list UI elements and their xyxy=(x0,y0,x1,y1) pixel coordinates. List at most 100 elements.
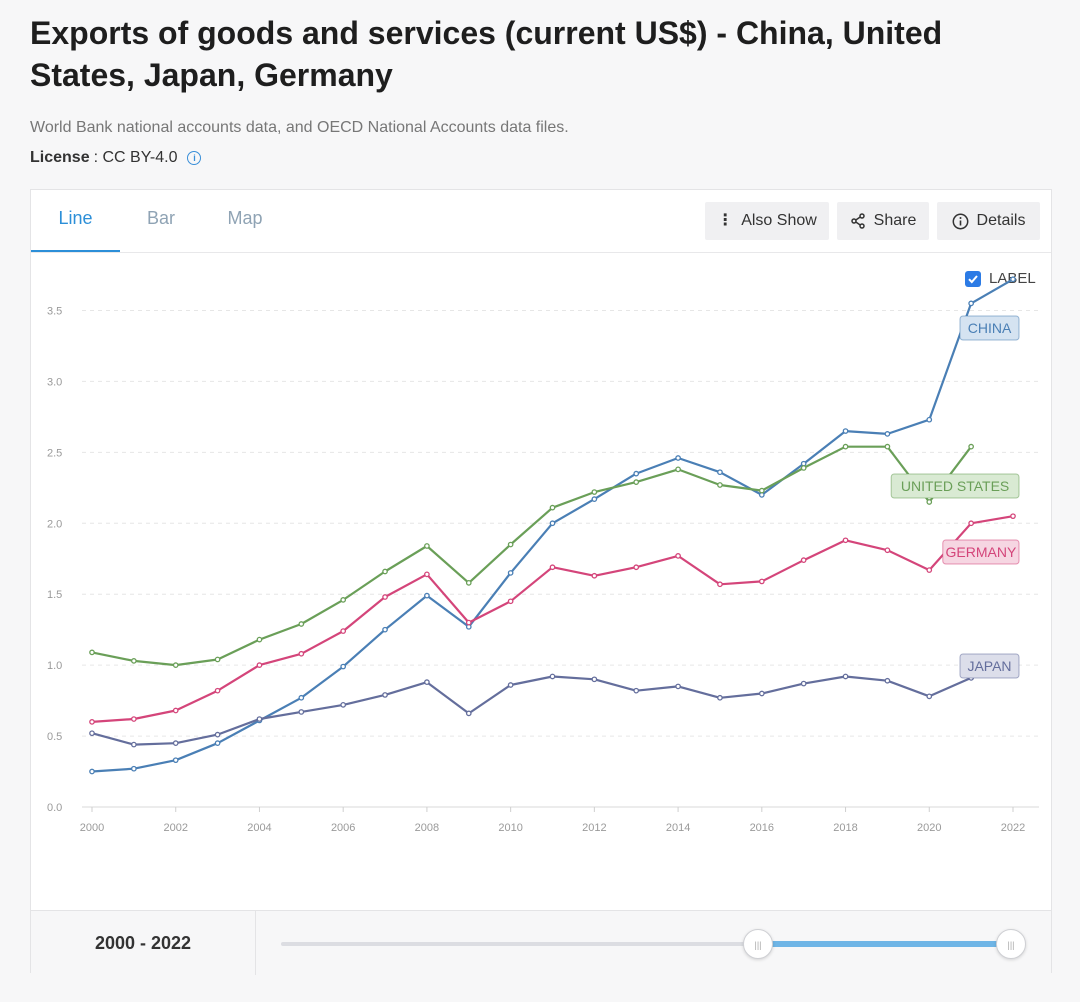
data-point-germany xyxy=(926,567,933,573)
data-point-germany xyxy=(549,564,556,571)
data-point-united-states xyxy=(758,487,765,494)
data-point-japan xyxy=(884,677,891,684)
data-point-japan xyxy=(591,676,598,683)
data-point-china xyxy=(131,765,137,772)
range-track[interactable] xyxy=(281,942,761,946)
data-point-united-states xyxy=(382,568,388,575)
more-vertical-icon: ⋮ xyxy=(717,212,734,229)
y-tick-label: 1.0 xyxy=(47,660,62,672)
series-label-box-germany xyxy=(942,539,1020,565)
data-point-germany xyxy=(256,662,263,668)
chart-card: Line Bar Map ⋮ Also Show Share Details xyxy=(30,189,1052,975)
data-point-united-states xyxy=(717,482,723,488)
tab-map[interactable]: Map xyxy=(227,208,263,228)
data-point-china xyxy=(968,300,974,307)
data-point-china xyxy=(424,592,430,599)
data-point-united-states xyxy=(926,499,933,505)
data-point-germany xyxy=(382,594,388,600)
data-point-germany xyxy=(591,572,598,579)
data-point-united-states xyxy=(507,541,514,548)
data-point-united-states xyxy=(214,656,221,663)
data-point-united-states xyxy=(633,479,640,485)
data-point-germany xyxy=(89,719,95,725)
data-point-china xyxy=(926,416,933,423)
series-line-japan xyxy=(91,675,972,746)
data-point-united-states xyxy=(884,443,891,450)
series-label-japan: JAPAN xyxy=(967,658,1011,674)
details-button[interactable]: Details xyxy=(937,202,1040,240)
x-tick-label: 2018 xyxy=(833,822,857,834)
data-point-united-states xyxy=(131,658,137,664)
range-label: 2000 - 2022 xyxy=(31,911,256,975)
data-point-china xyxy=(172,757,179,764)
label-toggle[interactable]: LABEL xyxy=(965,270,1036,287)
data-point-japan xyxy=(298,709,305,715)
data-point-china xyxy=(884,431,891,437)
series-line-united-states xyxy=(91,445,972,667)
license-line: License : CC BY-4.0 i xyxy=(30,149,202,167)
data-point-germany xyxy=(675,553,681,559)
data-point-united-states xyxy=(842,443,849,450)
x-tick-label: 2000 xyxy=(80,822,104,834)
data-point-china xyxy=(298,694,305,701)
checkbox-checked-icon[interactable] xyxy=(965,270,981,287)
series-line-germany xyxy=(91,515,1014,723)
data-point-united-states xyxy=(675,466,681,473)
range-start-handle[interactable]: ||| xyxy=(743,929,773,959)
data-point-united-states xyxy=(89,649,95,656)
data-point-japan xyxy=(842,673,849,680)
data-point-china xyxy=(214,740,221,747)
share-icon xyxy=(850,213,865,229)
tab-line[interactable]: Line xyxy=(31,190,120,252)
data-point-japan xyxy=(89,730,95,737)
data-point-china xyxy=(89,768,95,775)
range-track-selected xyxy=(758,941,1011,947)
data-point-united-states xyxy=(591,489,598,495)
data-point-germany xyxy=(758,578,765,585)
data-point-germany xyxy=(633,564,640,571)
data-point-japan xyxy=(758,690,765,697)
x-tick-label: 2010 xyxy=(498,822,522,834)
data-point-japan xyxy=(214,731,221,738)
series-label-box-united-states xyxy=(890,473,1020,499)
data-point-china xyxy=(549,520,556,527)
data-point-japan xyxy=(382,692,388,698)
info-circle-icon xyxy=(952,213,968,229)
data-point-germany xyxy=(884,547,891,554)
info-icon[interactable]: i xyxy=(187,151,202,165)
data-point-germany xyxy=(1010,513,1016,520)
also-show-button[interactable]: ⋮ Also Show xyxy=(705,202,829,240)
series-label-germany: GERMANY xyxy=(946,544,1017,560)
data-point-china xyxy=(1010,276,1016,283)
data-point-japan xyxy=(633,687,640,694)
tab-bar-chart[interactable]: Bar xyxy=(146,208,175,228)
data-point-china xyxy=(675,455,681,461)
data-point-germany xyxy=(717,581,723,588)
data-point-japan xyxy=(800,680,807,687)
data-point-germany xyxy=(842,537,849,544)
license-separator: : xyxy=(93,149,103,166)
range-end-handle[interactable]: ||| xyxy=(996,929,1026,959)
data-point-germany xyxy=(465,619,472,626)
data-point-germany xyxy=(214,687,221,694)
data-point-japan xyxy=(465,710,472,717)
data-point-united-states xyxy=(424,543,430,549)
y-tick-label: 0.5 xyxy=(47,731,62,743)
data-point-germany xyxy=(424,571,430,578)
y-tick-label: 3.5 xyxy=(47,305,62,317)
data-point-united-states xyxy=(968,443,974,450)
series-label-box-china xyxy=(959,315,1020,341)
x-tick-label: 2008 xyxy=(415,822,439,834)
data-point-china xyxy=(633,470,640,477)
data-point-united-states xyxy=(172,662,179,668)
x-tick-label: 2014 xyxy=(666,822,690,834)
x-tick-label: 2006 xyxy=(331,822,355,834)
data-point-japan xyxy=(340,702,347,708)
share-button[interactable]: Share xyxy=(837,202,929,240)
data-point-united-states xyxy=(298,621,305,627)
page-title: Exports of goods and services (current U… xyxy=(30,15,943,93)
data-point-japan xyxy=(256,716,263,722)
data-point-japan xyxy=(424,679,430,686)
y-tick-label: 1.5 xyxy=(47,589,62,601)
data-point-germany xyxy=(131,716,137,722)
